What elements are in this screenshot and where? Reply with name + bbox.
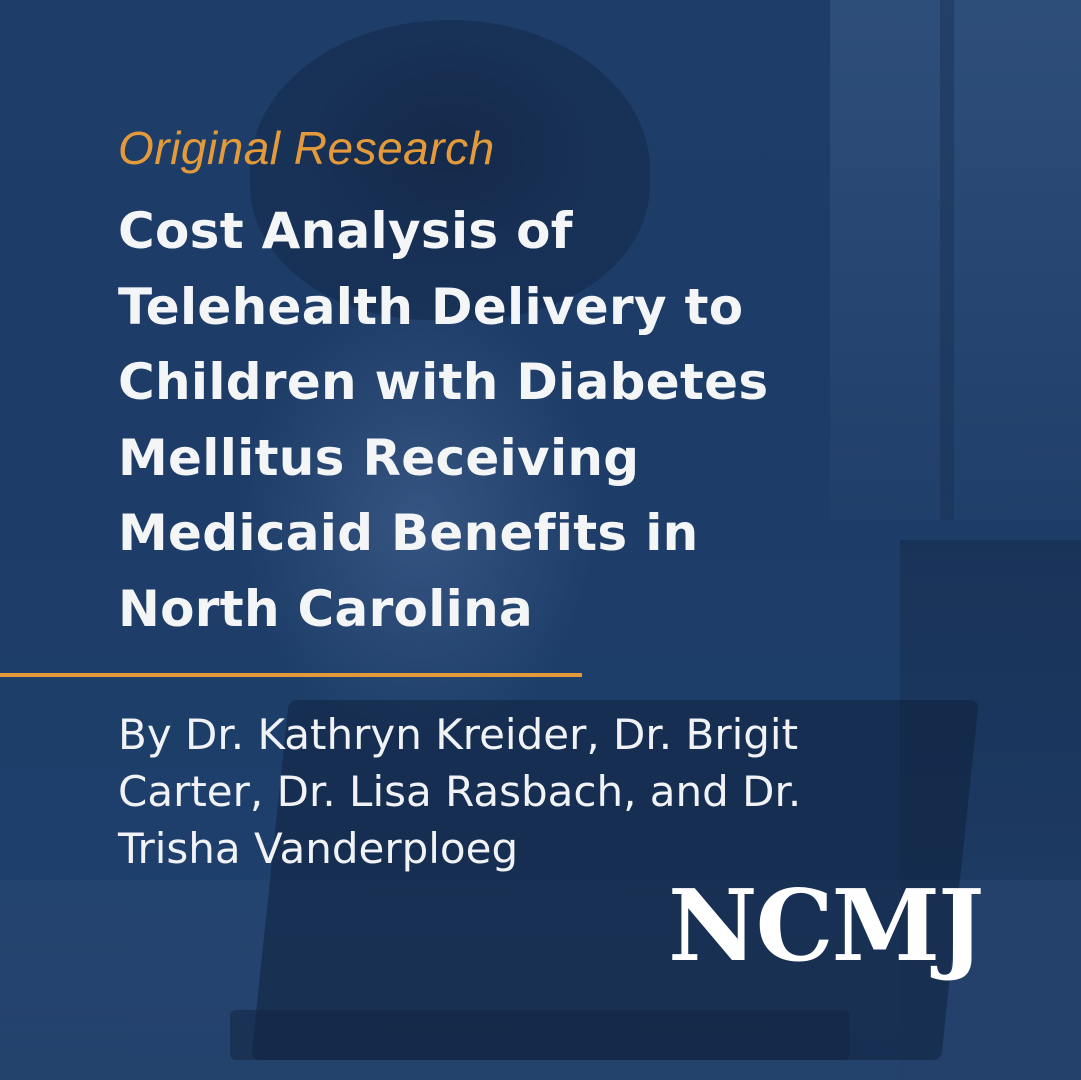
article-title: Cost Analysis of Telehealth Delivery to … bbox=[118, 194, 1018, 647]
title-line: Cost Analysis of bbox=[118, 202, 573, 260]
accent-divider bbox=[0, 673, 582, 677]
title-line: Children with Diabetes bbox=[118, 353, 769, 411]
byline-line: Carter, Dr. Lisa Rasbach, and Dr. bbox=[118, 767, 802, 816]
title-line: Mellitus Receiving bbox=[118, 428, 640, 487]
background-laptop-base bbox=[230, 1010, 850, 1060]
background-person-silhouette bbox=[250, 20, 650, 320]
byline-line: Trisha Vanderploeg bbox=[118, 824, 519, 873]
author-byline: By Dr. Kathryn Kreider, Dr. Brigit Carte… bbox=[118, 706, 978, 877]
background-window bbox=[830, 0, 1081, 520]
byline-line: By Dr. Kathryn Kreider, Dr. Brigit bbox=[118, 710, 799, 759]
category-label: Original Research bbox=[118, 122, 495, 174]
title-line: North Carolina bbox=[118, 579, 534, 638]
title-line: Telehealth Delivery to bbox=[118, 277, 744, 336]
background-window-frame bbox=[940, 0, 954, 520]
ncmj-logo: NCMJ bbox=[668, 869, 984, 984]
title-line: Medicaid Benefits in bbox=[118, 504, 699, 562]
